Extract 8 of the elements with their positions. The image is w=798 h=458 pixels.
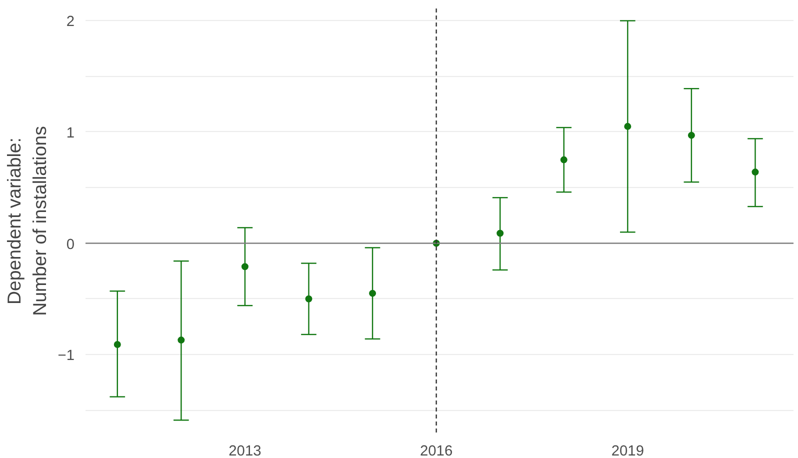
x-tick-label: 2019 [611,444,644,458]
y-tick-label: 2 [66,14,75,30]
y-tick-label: −1 [58,348,75,364]
y-axis-title: Dependent variable: Number of installations [4,126,50,316]
x-tick-label: 2016 [420,444,453,458]
y-tick-label: 0 [66,236,75,253]
x-tick-label: 2013 [228,444,262,458]
y-tick-label: 1 [66,125,75,142]
